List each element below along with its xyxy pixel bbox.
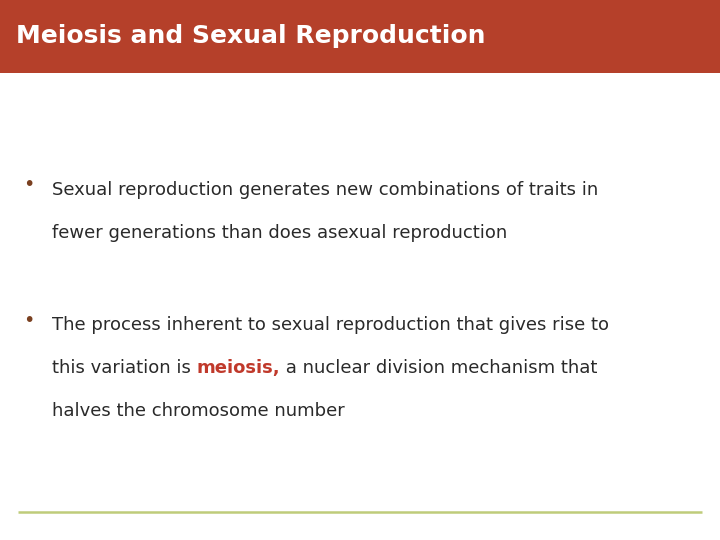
Text: a nuclear division mechanism that: a nuclear division mechanism that [280, 359, 598, 377]
Text: this variation is: this variation is [52, 359, 197, 377]
Text: The process inherent to sexual reproduction that gives rise to: The process inherent to sexual reproduct… [52, 316, 609, 334]
Bar [0, 0, 720, 73]
Text: fewer generations than does asexual reproduction: fewer generations than does asexual repr… [52, 224, 507, 242]
Text: Sexual reproduction generates new combinations of traits in: Sexual reproduction generates new combin… [52, 181, 598, 199]
Text: •: • [23, 310, 35, 329]
Text: Meiosis and Sexual Reproduction: Meiosis and Sexual Reproduction [16, 24, 485, 49]
Text: halves the chromosome number: halves the chromosome number [52, 402, 345, 420]
Text: •: • [23, 176, 35, 194]
Text: meiosis,: meiosis, [197, 359, 280, 377]
